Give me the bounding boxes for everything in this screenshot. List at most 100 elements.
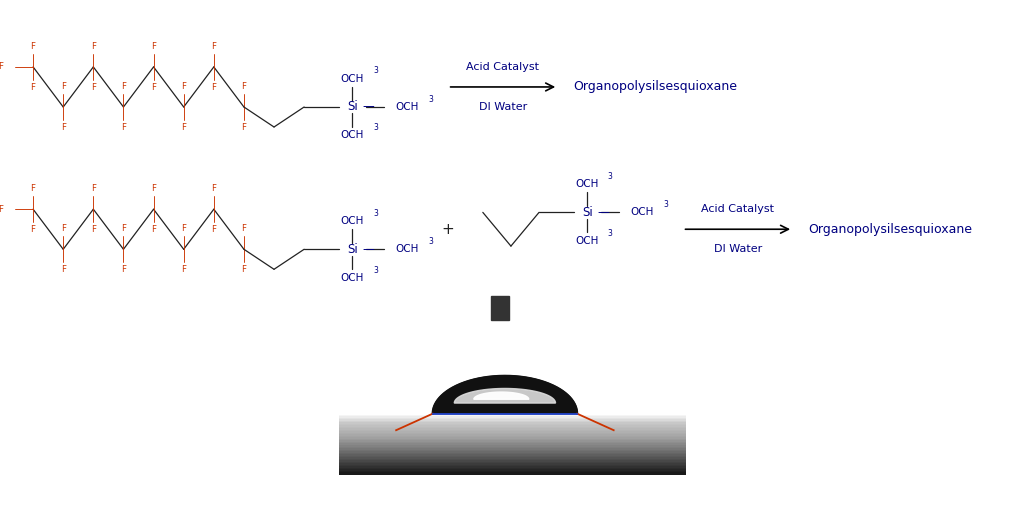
Bar	[339, 460, 686, 463]
Bar	[339, 454, 686, 457]
Text: F: F	[121, 123, 126, 132]
Bar	[339, 455, 686, 458]
Text: F: F	[211, 225, 216, 235]
Text: F: F	[242, 224, 247, 233]
Text: —: —	[597, 206, 609, 219]
Bar	[339, 450, 686, 453]
Bar	[491, 296, 509, 320]
Text: Si: Si	[582, 206, 592, 219]
Text: 3: 3	[663, 200, 668, 209]
Text: 3: 3	[608, 172, 613, 181]
Text: F: F	[211, 184, 216, 193]
Text: F: F	[242, 82, 247, 91]
Bar	[339, 434, 686, 437]
Text: —: —	[363, 101, 374, 113]
Text: F: F	[181, 82, 186, 91]
Text: Organopolysilsesquioxane: Organopolysilsesquioxane	[573, 81, 738, 93]
Text: Acid Catalyst: Acid Catalyst	[466, 62, 539, 72]
Polygon shape	[454, 388, 556, 403]
Text: Si: Si	[346, 101, 358, 113]
Bar	[339, 445, 686, 448]
Text: F: F	[121, 82, 126, 91]
Text: F: F	[151, 184, 156, 193]
Bar	[339, 469, 686, 472]
Bar	[339, 471, 686, 474]
Text: F: F	[90, 225, 96, 235]
Text: F: F	[61, 82, 66, 91]
Bar	[339, 465, 686, 468]
Text: F: F	[121, 224, 126, 233]
Bar	[339, 415, 686, 418]
Bar	[339, 427, 686, 430]
Text: F: F	[0, 62, 3, 72]
Bar	[339, 425, 686, 428]
Text: OCH: OCH	[396, 245, 420, 254]
Text: F: F	[121, 265, 126, 275]
Bar	[339, 430, 686, 433]
Text: F: F	[61, 224, 66, 233]
Text: F: F	[90, 83, 96, 92]
Bar	[339, 421, 686, 424]
Text: —: —	[363, 243, 374, 256]
Text: +: +	[441, 222, 454, 237]
Text: Organopolysilsesquioxane: Organopolysilsesquioxane	[808, 223, 972, 236]
Text: 3: 3	[428, 95, 433, 104]
Text: DI Water: DI Water	[713, 245, 762, 254]
Text: F: F	[151, 83, 156, 92]
Text: F: F	[30, 83, 36, 92]
Bar	[339, 453, 686, 456]
Bar	[339, 448, 686, 451]
Bar	[339, 462, 686, 465]
Polygon shape	[473, 392, 528, 399]
Text: Si: Si	[346, 243, 358, 256]
Text: F: F	[242, 123, 247, 132]
Text: F: F	[61, 123, 66, 132]
Text: 3: 3	[373, 209, 378, 218]
Text: OCH: OCH	[575, 236, 598, 246]
Bar	[339, 463, 686, 466]
Bar	[339, 441, 686, 444]
Text: F: F	[61, 265, 66, 275]
Bar	[339, 442, 686, 445]
Text: DI Water: DI Water	[479, 102, 527, 112]
Bar	[339, 431, 686, 434]
Text: OCH: OCH	[340, 216, 364, 226]
Text: 3: 3	[373, 266, 378, 275]
Text: OCH: OCH	[340, 74, 364, 83]
Text: F: F	[30, 184, 36, 193]
Text: F: F	[181, 265, 186, 275]
Bar	[339, 439, 686, 442]
Text: F: F	[30, 42, 36, 51]
Text: F: F	[151, 225, 156, 235]
Bar	[339, 424, 686, 427]
Text: F: F	[151, 42, 156, 51]
Text: 3: 3	[428, 237, 433, 246]
Text: OCH: OCH	[396, 102, 420, 112]
Text: OCH: OCH	[575, 179, 598, 189]
Text: F: F	[30, 225, 36, 235]
Text: F: F	[90, 184, 96, 193]
Text: F: F	[90, 42, 96, 51]
Bar	[339, 472, 686, 475]
Text: F: F	[242, 265, 247, 275]
Text: OCH: OCH	[340, 273, 364, 282]
Bar	[339, 433, 686, 436]
Bar	[339, 419, 686, 422]
Bar	[339, 413, 686, 416]
Bar	[339, 436, 686, 439]
Text: OCH: OCH	[340, 131, 364, 140]
Text: F: F	[211, 83, 216, 92]
Bar	[339, 466, 686, 470]
Bar	[339, 458, 686, 462]
Text: OCH: OCH	[631, 208, 654, 217]
Polygon shape	[433, 376, 577, 414]
Bar	[339, 443, 686, 446]
Bar	[339, 428, 686, 432]
Bar	[339, 446, 686, 450]
Bar	[339, 451, 686, 454]
Text: F: F	[181, 224, 186, 233]
Bar	[339, 416, 686, 419]
Bar	[339, 422, 686, 425]
Text: Acid Catalyst: Acid Catalyst	[701, 204, 774, 214]
Bar	[339, 418, 686, 421]
